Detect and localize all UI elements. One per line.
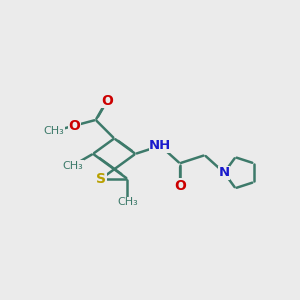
Text: CH₃: CH₃: [117, 197, 138, 207]
Text: O: O: [101, 94, 113, 108]
Text: N: N: [219, 166, 230, 179]
Text: CH₃: CH₃: [62, 160, 83, 171]
Text: S: S: [96, 172, 106, 186]
Text: O: O: [174, 178, 186, 193]
Text: NH: NH: [149, 139, 172, 152]
Text: CH₃: CH₃: [44, 126, 64, 136]
Text: O: O: [68, 119, 80, 133]
